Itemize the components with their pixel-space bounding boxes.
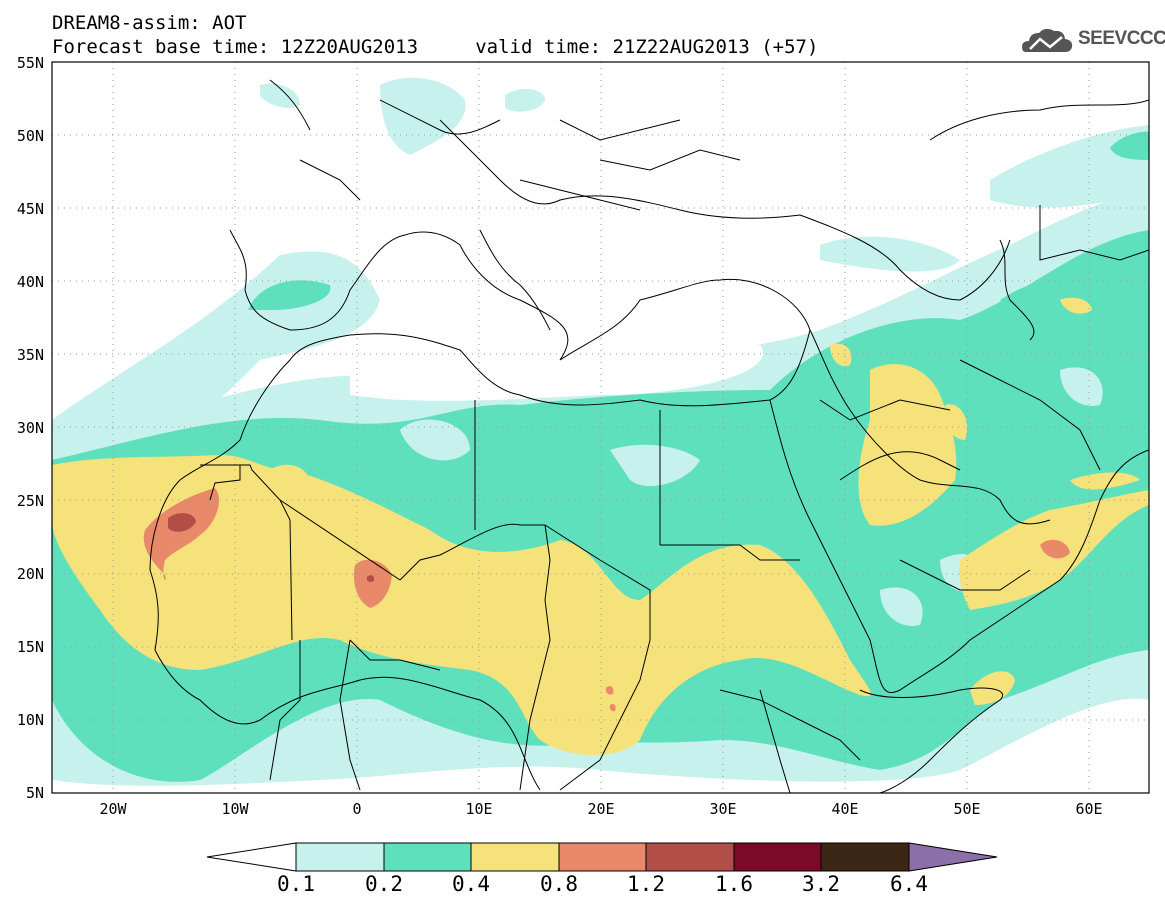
lon-label: 60E [1075, 800, 1103, 818]
lat-label: 5N [25, 784, 44, 802]
lon-label: 0 [352, 800, 362, 818]
colorbar-label: 0.1 [277, 872, 315, 896]
lon-label: 10E [465, 800, 493, 818]
lon-label: 20E [587, 800, 615, 818]
colorbar-label: 0.8 [540, 872, 578, 896]
map-title: DREAM8-assim: AOT [52, 12, 247, 34]
map-frame [51, 61, 1150, 794]
lon-label: 10W [221, 800, 249, 818]
colorbar-label: 3.2 [802, 872, 840, 896]
aot-level-1.2-region [168, 513, 375, 582]
lat-label: 40N [16, 273, 44, 291]
lat-label: 35N [16, 346, 44, 364]
colorbar-label: 6.4 [890, 872, 928, 896]
cloud-icon [1022, 28, 1073, 52]
aot-colorbar [206, 842, 998, 872]
low-aot-patches [350, 344, 1103, 626]
lat-label: 55N [16, 54, 44, 72]
lon-label: 40E [831, 800, 859, 818]
lon-label: 20W [99, 800, 127, 818]
colorbar-label: 0.4 [452, 872, 490, 896]
seevccc-logo: SEEVCCC [1078, 28, 1165, 49]
lon-label: 30E [709, 800, 737, 818]
colorbar-label: 0.2 [365, 872, 403, 896]
lat-label: 20N [16, 565, 44, 583]
colorbar-label: 1.2 [627, 872, 665, 896]
aot-level-0.8-region [143, 488, 1070, 712]
lat-label: 10N [16, 711, 44, 729]
coastlines [149, 79, 1149, 793]
lat-label: 30N [16, 419, 44, 437]
lat-label: 50N [16, 127, 44, 145]
forecast-time-line: Forecast base time: 12Z20AUG2013 valid t… [52, 36, 819, 58]
country-borders [200, 119, 1149, 793]
lat-label: 45N [16, 200, 44, 218]
lat-label: 25N [16, 492, 44, 510]
lon-label: 50E [953, 800, 981, 818]
colorbar-label: 1.6 [715, 872, 753, 896]
lat-label: 15N [16, 638, 44, 656]
